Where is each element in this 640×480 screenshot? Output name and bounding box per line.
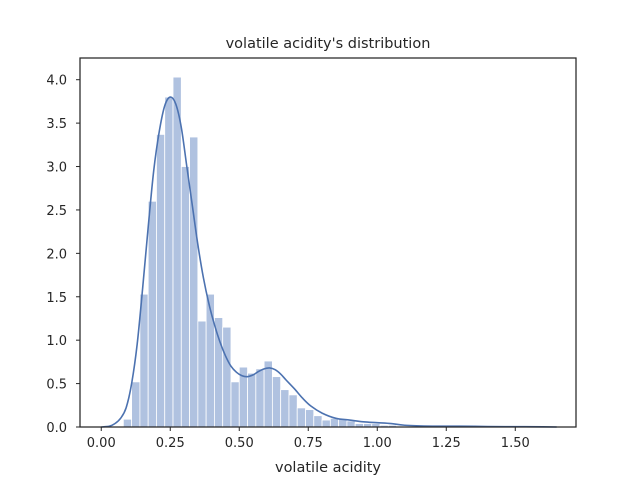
x-tick-label: 1.00 — [363, 436, 392, 451]
y-tick-label: 2.0 — [46, 247, 67, 262]
histogram-bar — [205, 293, 215, 428]
histogram-bar — [247, 372, 257, 428]
y-tick-label: 1.0 — [46, 334, 67, 349]
y-tick-label: 0.0 — [46, 421, 67, 436]
x-tick-label: 0.50 — [225, 436, 254, 451]
histogram-bar — [164, 96, 174, 428]
histogram-bar — [321, 419, 331, 428]
histogram-bar — [255, 368, 265, 428]
y-tick-label: 0.5 — [46, 378, 67, 393]
histogram-bar — [346, 420, 356, 428]
y-tick-label: 3.0 — [46, 161, 67, 176]
x-tick-label: 0.00 — [87, 436, 116, 451]
histogram-bar — [189, 136, 199, 428]
y-axis-ticks: 0.0 0.5 1.0 1.5 2.0 2.5 3.0 3.5 4.0 — [46, 74, 80, 436]
histogram-bar — [172, 76, 182, 428]
histogram-bar — [139, 293, 149, 428]
histogram-bar — [329, 417, 340, 428]
y-tick-label: 2.5 — [46, 204, 67, 219]
histogram-bar — [296, 407, 306, 428]
histogram-bar — [313, 415, 323, 428]
x-axis-ticks: 0.00 0.25 0.50 0.75 1.00 1.25 1.50 — [87, 427, 530, 451]
histogram-bar — [197, 320, 207, 428]
histogram-bar — [214, 317, 224, 428]
histogram-bar — [288, 394, 298, 428]
x-tick-label: 0.25 — [156, 436, 185, 451]
y-tick-label: 1.5 — [46, 291, 67, 306]
histogram-bar — [180, 166, 190, 428]
x-tick-label: 0.75 — [294, 436, 323, 451]
y-tick-label: 4.0 — [46, 74, 67, 89]
kde-line — [101, 96, 557, 428]
histogram-bar — [230, 381, 240, 428]
x-tick-label: 1.50 — [501, 436, 530, 451]
histogram-bar — [305, 409, 315, 428]
x-axis-label: volatile acidity — [275, 460, 381, 476]
histogram-bar — [122, 418, 133, 428]
histogram-bar — [222, 326, 232, 428]
histogram-bar — [131, 381, 141, 428]
histogram-bar — [156, 134, 166, 428]
histogram-bar — [263, 360, 273, 428]
chart-title: volatile acidity's distribution — [226, 36, 431, 52]
histogram-bar — [280, 389, 290, 428]
plot-frame — [79, 57, 577, 428]
histogram-bars — [122, 76, 555, 428]
histogram-bar — [147, 200, 157, 428]
y-tick-label: 3.5 — [46, 117, 67, 132]
x-tick-label: 1.25 — [432, 436, 461, 451]
histogram-bar — [271, 376, 282, 428]
